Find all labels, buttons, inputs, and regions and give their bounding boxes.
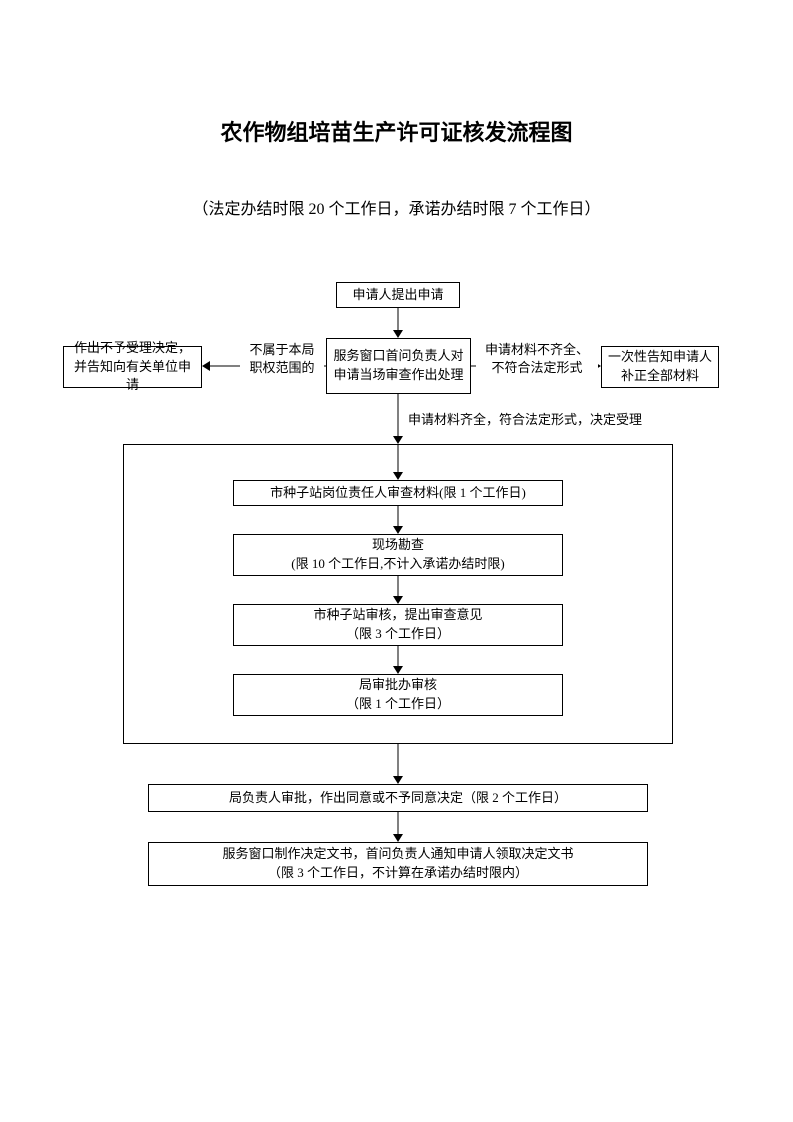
node-site-survey-l1: 现场勘查 [372, 537, 424, 552]
node-bureau-head-approval: 局负责人审批，作出同意或不予同意决定（限 2 个工作日） [148, 784, 648, 812]
arrow-frame-n5 [397, 444, 399, 480]
edge-label-left-l1: 不属于本局 [249, 342, 314, 357]
edge-label-down: 申请材料齐全，符合法定形式，决定受理 [408, 411, 642, 429]
node-issue-document-l1: 服务窗口制作决定文书，首问负责人通知申请人领取决定文书 [222, 846, 573, 861]
node-issue-document-l2: （限 3 个工作日，不计算在承诺办结时限内） [268, 865, 528, 880]
arrow-n7-n8 [397, 646, 399, 674]
node-notify-supplement: 一次性告知申请人补正全部材料 [601, 346, 719, 388]
node-site-survey: 现场勘查 (限 10 个工作日,不计入承诺办结时限) [233, 534, 563, 576]
edge-label-left: 不属于本局 职权范围的 [240, 341, 324, 377]
node-site-survey-l2: (限 10 个工作日,不计入承诺办结时限) [291, 556, 504, 571]
arrow-n6-n7 [397, 576, 399, 604]
node-bureau-office-review-l2: （限 1 个工作日） [346, 696, 450, 711]
edge-label-right: 申请材料不齐全、 不符合法定形式 [476, 341, 598, 377]
arrow-n2-down [397, 394, 399, 444]
page-subtitle: （法定办结时限 20 个工作日，承诺办结时限 7 个工作日） [0, 195, 793, 219]
arrow-n9-n10 [397, 812, 399, 842]
edge-label-right-l1: 申请材料不齐全、 [485, 342, 589, 357]
node-reject-decision: 作出不予受理决定，并告知向有关单位申请 [63, 346, 202, 388]
page-title: 农作物组培苗生产许可证核发流程图 [0, 115, 793, 147]
node-window-review: 服务窗口首问负责人对申请当场审查作出处理 [326, 338, 471, 394]
arrow-n1-n2 [397, 308, 399, 338]
node-applicant-submits: 申请人提出申请 [336, 282, 460, 308]
edge-label-left-l2: 职权范围的 [249, 360, 314, 375]
node-bureau-office-review-l1: 局审批办审核 [359, 677, 437, 692]
node-station-opinion-l1: 市种子站审核，提出审查意见 [313, 607, 482, 622]
node-issue-document: 服务窗口制作决定文书，首问负责人通知申请人领取决定文书 （限 3 个工作日，不计… [148, 842, 648, 886]
arrow-frame-n9 [397, 744, 399, 784]
edge-label-right-l2: 不符合法定形式 [491, 360, 582, 375]
node-station-review-materials: 市种子站岗位责任人审查材料(限 1 个工作日) [233, 480, 563, 506]
node-station-opinion: 市种子站审核，提出审查意见 （限 3 个工作日） [233, 604, 563, 646]
node-station-opinion-l2: （限 3 个工作日） [346, 626, 450, 641]
arrow-n5-n6 [397, 506, 399, 534]
node-bureau-office-review: 局审批办审核 （限 1 个工作日） [233, 674, 563, 716]
